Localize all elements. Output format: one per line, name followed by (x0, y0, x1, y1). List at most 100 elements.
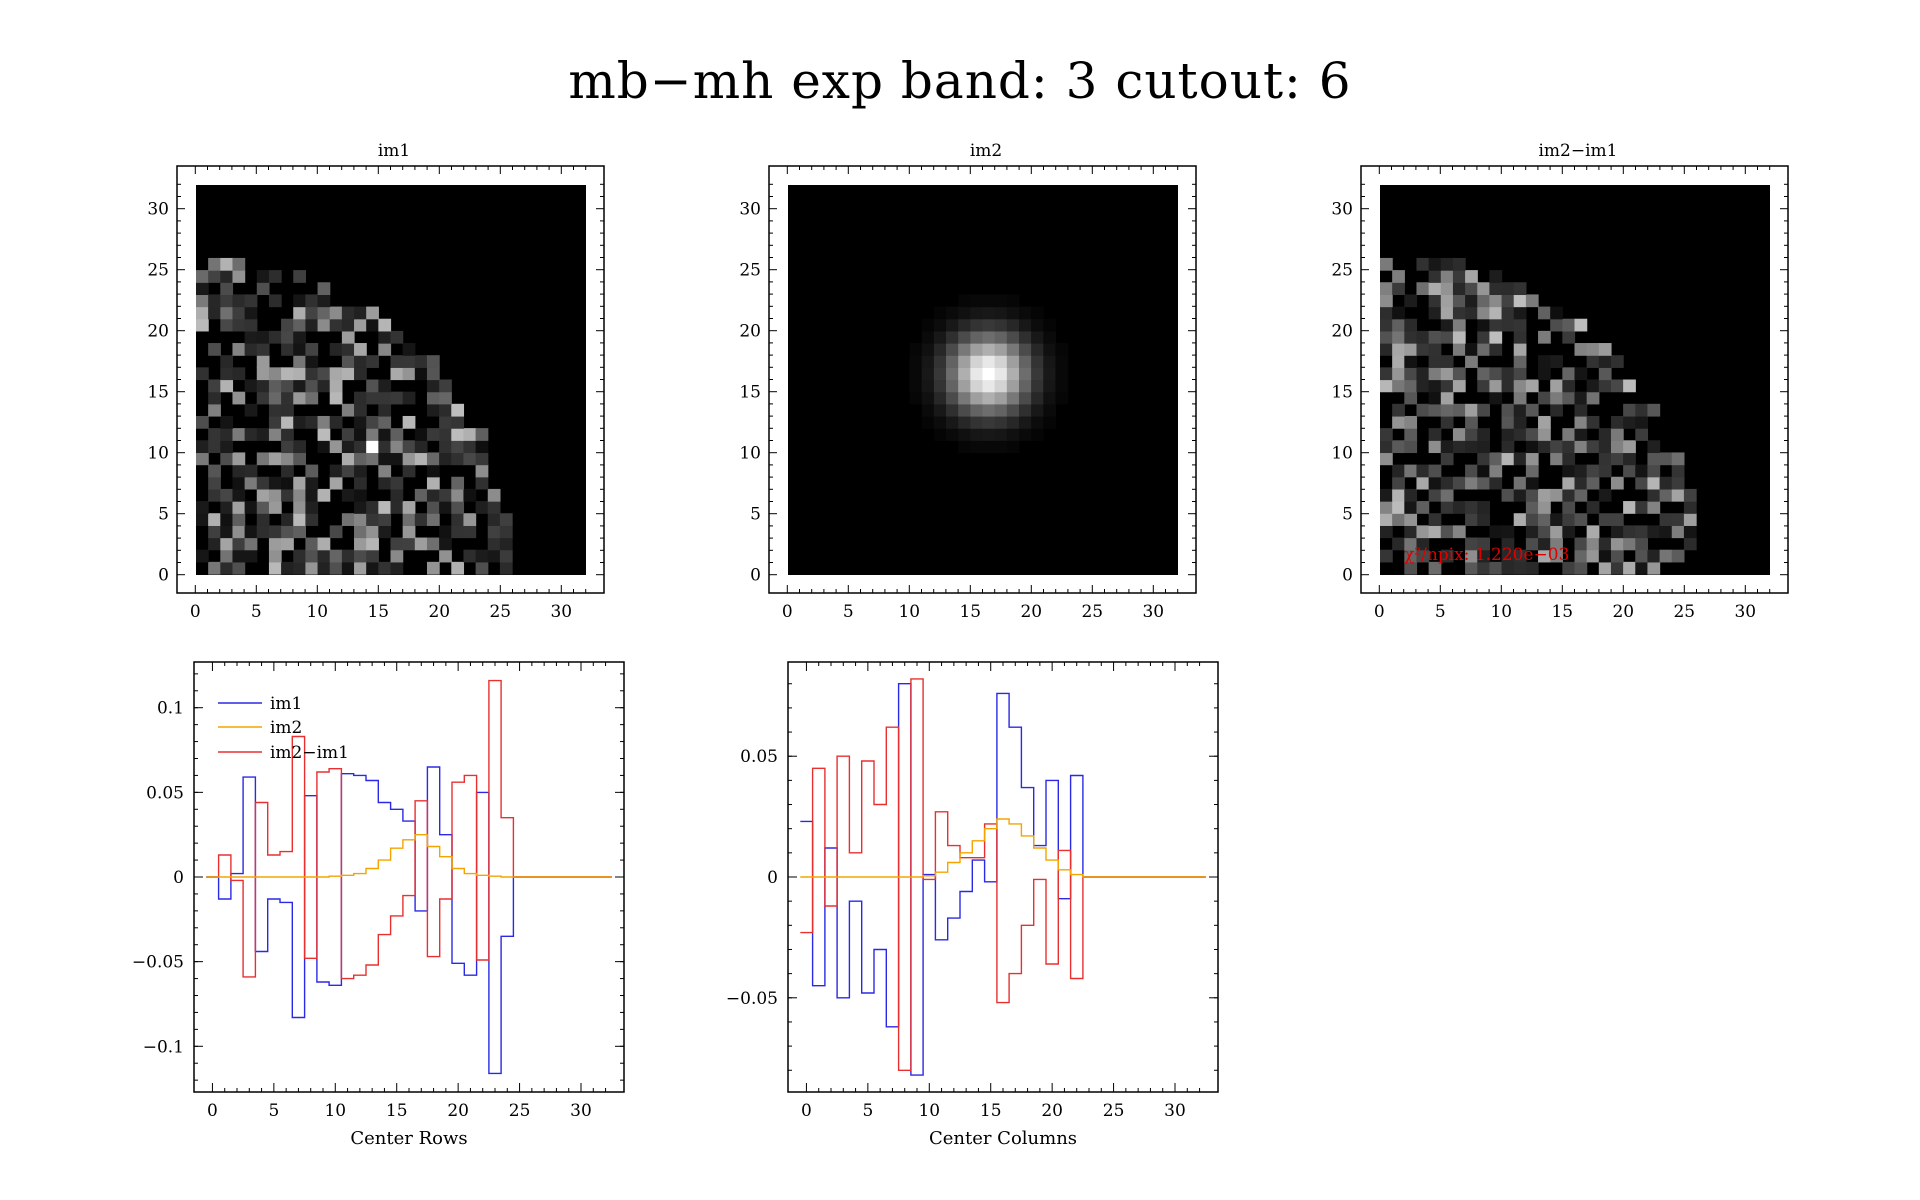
image-pixel (1380, 330, 1393, 344)
image-pixel (378, 513, 392, 526)
image-pixel (366, 525, 379, 539)
image-pixel (268, 525, 282, 539)
image-pixel (196, 415, 209, 429)
image-pixel (1501, 428, 1515, 441)
image-pixel (305, 379, 319, 393)
image-pixel (208, 306, 221, 320)
image-pixel (208, 294, 221, 308)
image-pixel (232, 537, 246, 551)
image-pixel (958, 330, 971, 344)
image-pixel (1550, 391, 1563, 405)
x-tick-label: 10 (324, 1101, 346, 1121)
image-pixel (293, 355, 307, 368)
image-pixel (1647, 440, 1661, 454)
image-pixel (1513, 318, 1527, 332)
image-pixel (1416, 525, 1430, 539)
image-pixel (208, 488, 221, 502)
image-pixel (1525, 513, 1539, 526)
image-pixel (317, 428, 331, 441)
image-pixel (1392, 488, 1405, 502)
image-pixel (293, 343, 307, 356)
image-pixel (1501, 367, 1515, 381)
image-pixel (366, 513, 379, 526)
image-pixel (487, 549, 501, 563)
image-pixel (329, 367, 343, 381)
image-pixel (366, 355, 379, 368)
image-pixel (958, 294, 971, 308)
image-pixel (390, 537, 404, 551)
image-pixel (1574, 318, 1588, 332)
image-pixel (208, 440, 221, 454)
image-pixel (475, 476, 489, 490)
image-pixel (1574, 440, 1588, 454)
image-pixel (341, 452, 355, 466)
image-pixel (1586, 379, 1600, 393)
image-pixel (994, 403, 1008, 417)
image-pixel (1501, 415, 1515, 429)
image-pixel (1574, 549, 1588, 563)
image-pixel (426, 464, 440, 478)
image-pixel (1477, 282, 1491, 296)
image-pixel (1477, 513, 1491, 526)
image-pixel (196, 501, 209, 514)
axis-ticks: 0 0 5 5 10 10 15 15 20 20 25 25 30 30 (739, 166, 1196, 622)
image-pixel (1659, 476, 1673, 490)
image-pixel (970, 391, 984, 405)
image-pixel (921, 318, 935, 332)
image-pixel (1635, 464, 1649, 478)
image-pixel (256, 355, 270, 368)
image-pixel (946, 428, 959, 441)
image-pixel (1031, 367, 1044, 381)
series-lines (800, 678, 1206, 1076)
image-pixel (1380, 549, 1393, 563)
image-pixel (1465, 428, 1478, 441)
y-tick-label: 30 (147, 200, 169, 220)
image-pixel (933, 367, 947, 381)
image-pixel (1380, 452, 1393, 466)
x-tick-label: 0 (207, 1101, 218, 1121)
image-pixel (1043, 403, 1057, 417)
image-pixel (329, 561, 343, 575)
image-pixel (402, 367, 416, 381)
image-pixel (1404, 294, 1418, 308)
image-pixel (994, 330, 1008, 344)
image-pixel (1404, 318, 1418, 332)
image-pixel (1550, 537, 1563, 551)
image-pixel (1404, 488, 1418, 502)
image-pixel (1392, 537, 1405, 551)
image-pixel (451, 501, 465, 514)
image-pixel (958, 415, 971, 429)
image-pixel (499, 513, 513, 526)
image-pixel (341, 513, 355, 526)
image-pixel (1440, 330, 1454, 344)
image-pixel (1440, 306, 1454, 320)
image-pixel (1550, 318, 1563, 332)
image-pixel (1525, 537, 1539, 551)
x-tick-label: 15 (1551, 602, 1573, 622)
image-pixel (354, 318, 367, 332)
y-tick-label: 5 (1342, 505, 1353, 525)
image-pixel (329, 440, 343, 454)
image-pixel (1031, 379, 1044, 393)
image-pixel (1538, 513, 1551, 526)
image-pixel (196, 367, 209, 381)
image-pixel (1440, 476, 1454, 490)
image-pixel (244, 549, 258, 563)
image-pixel (354, 464, 367, 478)
axis-ticks: 0 5 10 15 20 25 30 −0.1 −0.05 0 0.05 0.1 (132, 662, 624, 1121)
series-line-im1 (800, 683, 1206, 1076)
image-pixel (1513, 428, 1527, 441)
image-pixel (1055, 355, 1069, 368)
image-pixel (1586, 464, 1600, 478)
image-pixel (293, 391, 307, 405)
image-pixel (475, 561, 489, 575)
image-pixel (1043, 391, 1057, 405)
y-tick-label: −0.1 (143, 1037, 184, 1057)
image-pixel (933, 306, 947, 320)
y-tick-label: 0.05 (740, 747, 778, 767)
image-pixel (475, 501, 489, 514)
image-pixel (426, 513, 440, 526)
image-pixel (1513, 294, 1527, 308)
image-pixel (958, 318, 971, 332)
image-pixel (414, 440, 428, 454)
